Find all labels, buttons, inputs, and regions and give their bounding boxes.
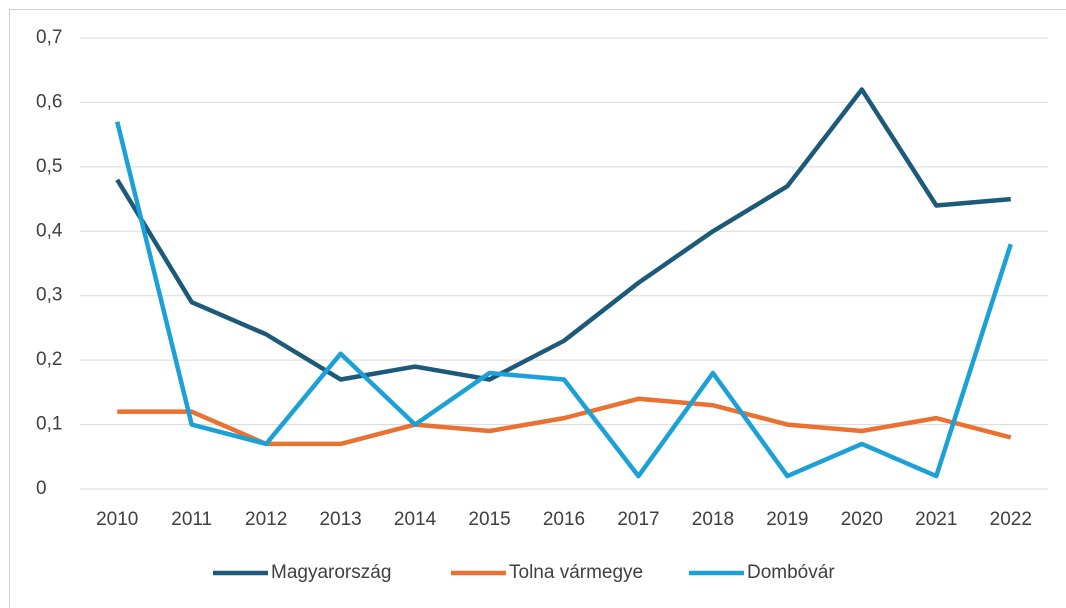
legend-label: Dombóvár [747, 562, 835, 583]
y-tick-label: 0,5 [36, 156, 62, 177]
y-tick-label: 0,4 [36, 220, 63, 241]
x-tick-label: 2020 [841, 509, 883, 530]
y-tick-label: 0,2 [36, 349, 62, 370]
legend-label: Magyarország [271, 562, 391, 583]
x-tick-label: 2021 [915, 509, 957, 530]
x-tick-label: 2010 [96, 509, 138, 530]
series-line [115, 121, 1013, 479]
y-tick-label: 0,1 [36, 414, 62, 435]
x-tick-label: 2019 [766, 509, 808, 530]
x-tick-label: 2016 [543, 509, 585, 530]
chart-frame [9, 9, 1066, 608]
x-tick-label: 2012 [245, 509, 287, 530]
legend-label: Tolna vármegye [509, 562, 643, 583]
series-line [117, 396, 1012, 447]
x-tick-label: 2018 [692, 509, 734, 530]
y-tick-label: 0,6 [36, 91, 62, 112]
series-line [115, 87, 1011, 382]
x-tick-label: 2014 [394, 509, 437, 530]
y-tick-label: 0,3 [36, 285, 62, 306]
x-tick-label: 2013 [319, 509, 361, 530]
x-tick-label: 2022 [990, 509, 1032, 530]
y-tick-label: 0 [36, 478, 47, 499]
x-tick-label: 2011 [171, 509, 212, 530]
x-tick-label: 2015 [468, 509, 510, 530]
y-tick-label: 0,7 [36, 27, 62, 48]
x-tick-label: 2017 [617, 509, 659, 530]
